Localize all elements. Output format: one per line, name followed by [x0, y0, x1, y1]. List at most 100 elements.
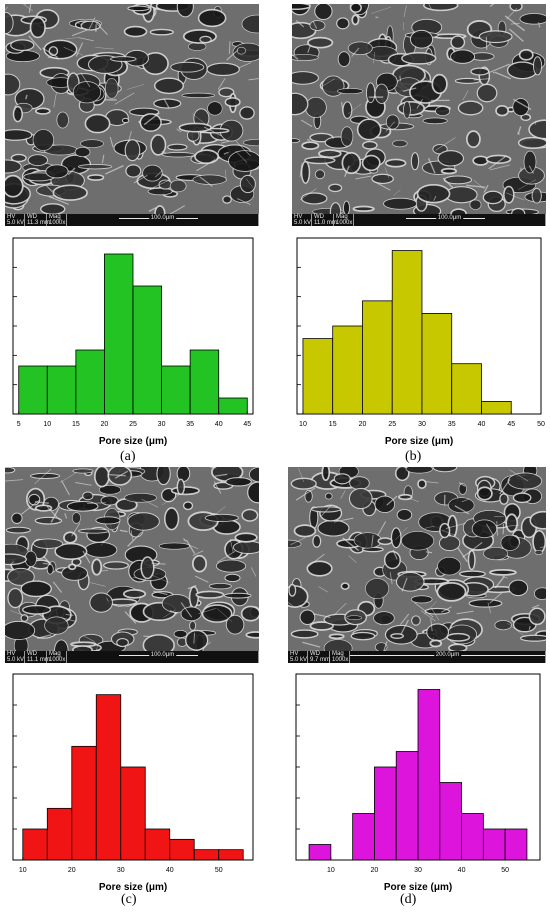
wd-value: 9.7 mm	[310, 657, 331, 663]
x-tick-label: 20	[359, 421, 367, 428]
sem-info-bar: HV 5.0 kV WD 9.7 mm Mag 1000x 200.0μm	[288, 651, 546, 663]
x-tick-label: 35	[186, 421, 194, 428]
histogram-b: 10 15 20 25 30 35 40 45 50 Pore size (μm)	[296, 237, 545, 447]
hv-value: 5.0 kV	[290, 657, 308, 663]
scale-label: 100.0μm	[435, 215, 464, 221]
histogram-bar	[417, 689, 441, 861]
x-tick-label: 20	[101, 421, 109, 428]
x-tick-label: 20	[371, 867, 379, 874]
histogram-bar	[75, 349, 105, 415]
histogram-bar	[391, 250, 423, 415]
histogram-bar	[95, 694, 122, 861]
x-tick-label: 45	[243, 421, 251, 428]
hv-label: HV	[294, 214, 303, 220]
hv-label: HV	[290, 651, 299, 657]
scale-label: 100.0μm	[148, 652, 177, 658]
x-tick-label: 50	[215, 867, 223, 874]
histogram-bar	[308, 844, 332, 861]
x-tick-label: 15	[329, 421, 337, 428]
sem-micrograph	[5, 4, 259, 214]
x-axis-label: Pore size (μm)	[99, 882, 167, 893]
sem-info-bar: HV 5.0 kV WD 11.0 mm Mag 1000x 100.0μm	[292, 214, 546, 226]
histogram-bar	[161, 365, 191, 415]
scale-label: 100.0μm	[148, 215, 177, 221]
histogram-bar	[451, 363, 482, 415]
histogram-bar	[362, 300, 393, 415]
x-tick-label: 50	[537, 421, 545, 428]
caption-b: (b)	[405, 449, 422, 464]
wd-label: WD	[314, 214, 324, 220]
wd-value: 11.3 mm	[27, 220, 50, 226]
scale-label: 200.0μm	[433, 652, 462, 658]
hv-label: HV	[7, 651, 16, 657]
histogram-bar	[104, 253, 134, 415]
histogram-bar	[189, 349, 220, 415]
histogram-bar	[374, 766, 397, 861]
sem-image-d: HV 5.0 kV WD 9.7 mm Mag 1000x 200.0μm	[288, 467, 546, 663]
histogram-bar	[421, 313, 453, 415]
sem-info-bar: HV 5.0 kV WD 11.1 mm Mag 1000x 100.0μm	[5, 651, 259, 663]
histogram-bar	[302, 338, 334, 415]
x-tick-label: 30	[158, 421, 166, 428]
wd-value: 11.0 mm	[314, 220, 337, 226]
histogram-bar	[120, 766, 146, 861]
sem-image-a: HV 5.0 kV WD 11.3 mm Mag 1000x 100.0μm	[5, 4, 259, 226]
caption-a: (a)	[120, 449, 136, 464]
histogram-bar	[395, 751, 419, 861]
histogram-bar	[144, 828, 171, 861]
x-tick-label: 40	[478, 421, 486, 428]
mag-label: Mag	[49, 214, 61, 220]
sem-image-b: HV 5.0 kV WD 11.0 mm Mag 1000x 100.0μm	[292, 4, 546, 226]
wd-label: WD	[310, 651, 320, 657]
mag-value: 1000x	[336, 220, 353, 226]
x-tick-label: 5	[17, 421, 21, 428]
histogram-bar	[481, 401, 512, 415]
x-tick-label: 30	[418, 421, 426, 428]
histogram-bar	[482, 828, 506, 861]
x-tick-label: 40	[166, 867, 174, 874]
x-tick-label: 40	[458, 867, 466, 874]
histogram-bar	[352, 813, 375, 861]
x-tick-label: 20	[68, 867, 76, 874]
histogram-bar	[504, 828, 528, 861]
histogram-c: 10 20 30 40 50 Pore size (μm)	[12, 673, 254, 893]
x-tick-label: 10	[19, 867, 27, 874]
mag-label: Mag	[332, 651, 344, 657]
caption-d: (d)	[400, 892, 417, 907]
hv-label: HV	[7, 214, 16, 220]
histogram-d: 10 20 30 40 50 Pore size (μm)	[295, 673, 541, 893]
sem-info-bar: HV 5.0 kV WD 11.3 mm Mag 1000x 100.0μm	[5, 214, 259, 226]
sem-micrograph	[292, 4, 546, 214]
histogram-bar	[439, 782, 462, 861]
x-tick-label: 10	[327, 867, 335, 874]
x-tick-label: 10	[299, 421, 307, 428]
histogram-bar	[461, 813, 484, 861]
histogram-bar	[46, 365, 77, 415]
x-axis-label: Pore size (μm)	[385, 436, 453, 447]
x-tick-label: 45	[507, 421, 515, 428]
x-tick-label: 40	[215, 421, 223, 428]
x-tick-label: 15	[72, 421, 80, 428]
caption-c: (c)	[121, 892, 137, 907]
histogram-bar	[132, 285, 162, 415]
sem-micrograph	[5, 467, 259, 651]
x-tick-label: 25	[129, 421, 137, 428]
x-tick-label: 35	[448, 421, 456, 428]
mag-label: Mag	[336, 214, 348, 220]
x-tick-label: 30	[414, 867, 422, 874]
x-tick-label: 25	[388, 421, 396, 428]
histogram-bar	[332, 325, 363, 415]
hv-value: 5.0 kV	[7, 657, 25, 663]
x-axis-label: Pore size (μm)	[99, 436, 167, 447]
wd-label: WD	[27, 651, 37, 657]
sem-image-c: HV 5.0 kV WD 11.1 mm Mag 1000x 100.0μm	[5, 467, 259, 663]
mag-value: 1000x	[49, 657, 66, 663]
x-tick-label: 30	[117, 867, 125, 874]
histogram-bar	[18, 365, 48, 415]
mag-label: Mag	[49, 651, 61, 657]
histogram-bar	[46, 807, 73, 861]
histogram-bar	[218, 397, 248, 415]
sem-micrograph	[288, 467, 546, 651]
hv-value: 5.0 kV	[7, 220, 25, 226]
mag-value: 1000x	[49, 220, 66, 226]
